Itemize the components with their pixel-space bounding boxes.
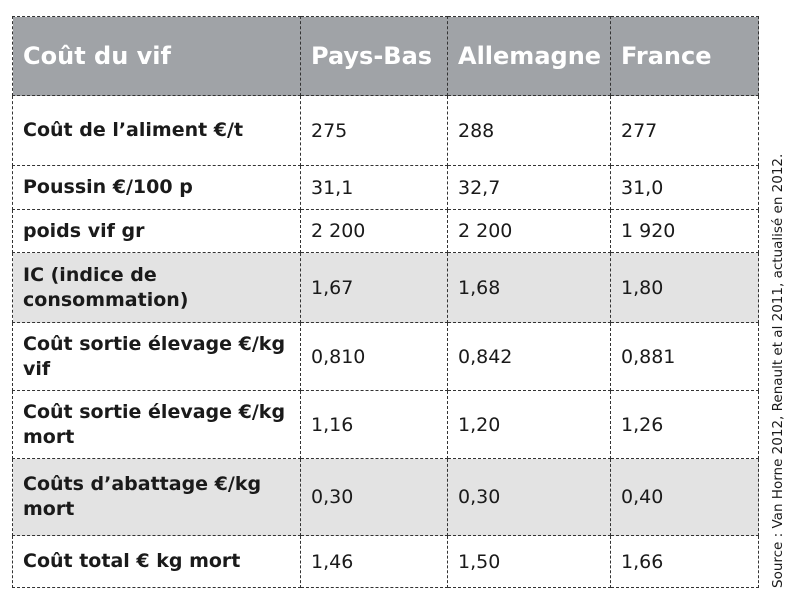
table-row: Coûts d’abattage €/kg mort 0,30 0,30 0,4… — [12, 458, 759, 536]
table-header-row: Coût du vif Pays-Bas Allemagne France — [12, 16, 759, 96]
cell-allemagne: 288 — [447, 95, 611, 166]
row-label: Coût de l’aliment €/t — [12, 95, 301, 166]
cost-table-container: Coût du vif Pays-Bas Allemagne France Co… — [12, 16, 759, 588]
table-row: Poussin €/100 p 31,1 32,7 31,0 — [12, 165, 759, 210]
cell-pays-bas: 0,30 — [300, 458, 448, 536]
cell-allemagne: 2 200 — [447, 209, 611, 253]
header-france: France — [610, 16, 759, 96]
row-label: Poussin €/100 p — [12, 165, 301, 210]
row-label: Coûts d’abattage €/kg mort — [12, 458, 301, 536]
cell-pays-bas: 1,16 — [300, 390, 448, 459]
table-row: Coût total € kg mort 1,46 1,50 1,66 — [12, 535, 759, 588]
cell-pays-bas: 1,67 — [300, 252, 448, 323]
cell-allemagne: 32,7 — [447, 165, 611, 210]
header-pays-bas: Pays-Bas — [300, 16, 448, 96]
row-label: poids vif gr — [12, 209, 301, 253]
row-label: Coût sortie élevage €/kg vif — [12, 322, 301, 391]
table-row: IC (indice de consommation) 1,67 1,68 1,… — [12, 252, 759, 323]
table-row: Coût sortie élevage €/kg mort 1,16 1,20 … — [12, 390, 759, 459]
cell-allemagne: 0,842 — [447, 322, 611, 391]
source-caption: Source : Van Horne 2012, Renault et al 2… — [770, 153, 786, 588]
cell-france: 277 — [610, 95, 759, 166]
row-label: Coût total € kg mort — [12, 535, 301, 588]
header-allemagne: Allemagne — [447, 16, 611, 96]
cell-france: 1 920 — [610, 209, 759, 253]
cell-pays-bas: 2 200 — [300, 209, 448, 253]
cell-allemagne: 0,30 — [447, 458, 611, 536]
cell-france: 1,26 — [610, 390, 759, 459]
cell-pays-bas: 31,1 — [300, 165, 448, 210]
cell-france: 1,80 — [610, 252, 759, 323]
cell-allemagne: 1,20 — [447, 390, 611, 459]
cell-france: 1,66 — [610, 535, 759, 588]
cell-pays-bas: 1,46 — [300, 535, 448, 588]
cell-pays-bas: 275 — [300, 95, 448, 166]
cell-france: 31,0 — [610, 165, 759, 210]
cell-allemagne: 1,68 — [447, 252, 611, 323]
cell-allemagne: 1,50 — [447, 535, 611, 588]
row-label: Coût sortie élevage €/kg mort — [12, 390, 301, 459]
cost-table: Coût du vif Pays-Bas Allemagne France Co… — [12, 16, 759, 588]
table-row: poids vif gr 2 200 2 200 1 920 — [12, 209, 759, 253]
table-row: Coût sortie élevage €/kg vif 0,810 0,842… — [12, 322, 759, 391]
cell-pays-bas: 0,810 — [300, 322, 448, 391]
row-label: IC (indice de consommation) — [12, 252, 301, 323]
table-row: Coût de l’aliment €/t 275 288 277 — [12, 95, 759, 166]
header-cout-du-vif: Coût du vif — [12, 16, 301, 96]
cell-france: 0,881 — [610, 322, 759, 391]
cell-france: 0,40 — [610, 458, 759, 536]
